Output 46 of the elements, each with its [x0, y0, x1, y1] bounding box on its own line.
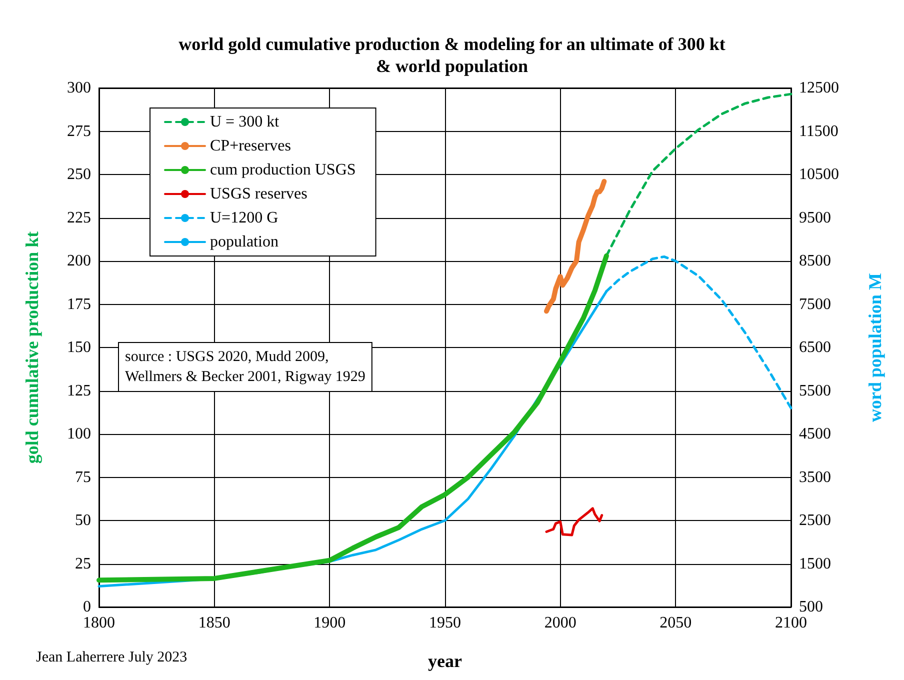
y2-tick-label: 9500: [799, 209, 831, 226]
y2-tick-label: 4500: [799, 426, 831, 442]
line-series: [545, 507, 604, 536]
legend-label: U=1200 G: [210, 210, 279, 226]
x-tick-label: 1900: [314, 614, 346, 632]
x-tick-label: 1950: [429, 614, 461, 632]
y-tick-label: 225: [67, 209, 91, 226]
y-tick-label: 300: [67, 80, 91, 96]
y-tick-label: 75: [75, 468, 91, 486]
legend-label: cum production USGS: [210, 162, 356, 178]
legend-label: population: [210, 234, 278, 250]
y-tick-label: 100: [67, 426, 91, 442]
y2-tick-label: 10500: [799, 166, 839, 183]
y2-tick-label: 7500: [799, 296, 831, 313]
x-tick-label: 2050: [660, 614, 692, 632]
x-tick-label: 1800: [83, 614, 115, 632]
legend-label: CP+reserves: [210, 138, 292, 154]
y-tick-label: 0: [83, 598, 91, 616]
y2-tick-label: 5500: [799, 382, 831, 400]
y2-tick-label: 12500: [799, 80, 839, 96]
legend-label: U = 300 kt: [210, 114, 280, 130]
y2-tick-label: 8500: [799, 252, 831, 270]
y-tick-label: 50: [75, 512, 91, 529]
x-tick-label: 2100: [775, 614, 807, 632]
y2-tick-label: 6500: [799, 339, 831, 356]
text: Jean Laherrere July 2023: [36, 650, 188, 666]
y-tick-label: 250: [67, 166, 91, 183]
y2-tick-label: 3500: [799, 468, 831, 486]
x-axis-title: year: [428, 651, 462, 671]
y-tick-label: 150: [67, 339, 91, 356]
y2-tick-label: 2500: [799, 512, 831, 529]
y-tick-label: 175: [67, 296, 91, 313]
y2-tick-label: 11500: [799, 122, 838, 140]
chart-title: world gold cumulative production & modeling for an ultimate of 300 kt & world population: [178, 34, 726, 76]
y-tick-label: 25: [75, 555, 91, 572]
y2-tick-label: 1500: [799, 555, 831, 572]
y-tick-label: 200: [67, 252, 91, 270]
y-tick-label: 275: [67, 122, 91, 140]
y2-axis-title: word population M: [865, 272, 885, 422]
x-tick-label: 2000: [544, 614, 576, 632]
legend-label: USGS reserves: [210, 186, 308, 202]
y-tick-label: 125: [67, 382, 91, 400]
annotation: source : USGS 2020, Mudd 2009, Wellmers & Becker 2001, Rigway 1929: [125, 349, 366, 385]
y-axis-title: gold cumulative production kt: [22, 231, 42, 464]
x-tick-label: 1850: [198, 614, 230, 632]
y2-tick-label: 500: [799, 598, 823, 616]
